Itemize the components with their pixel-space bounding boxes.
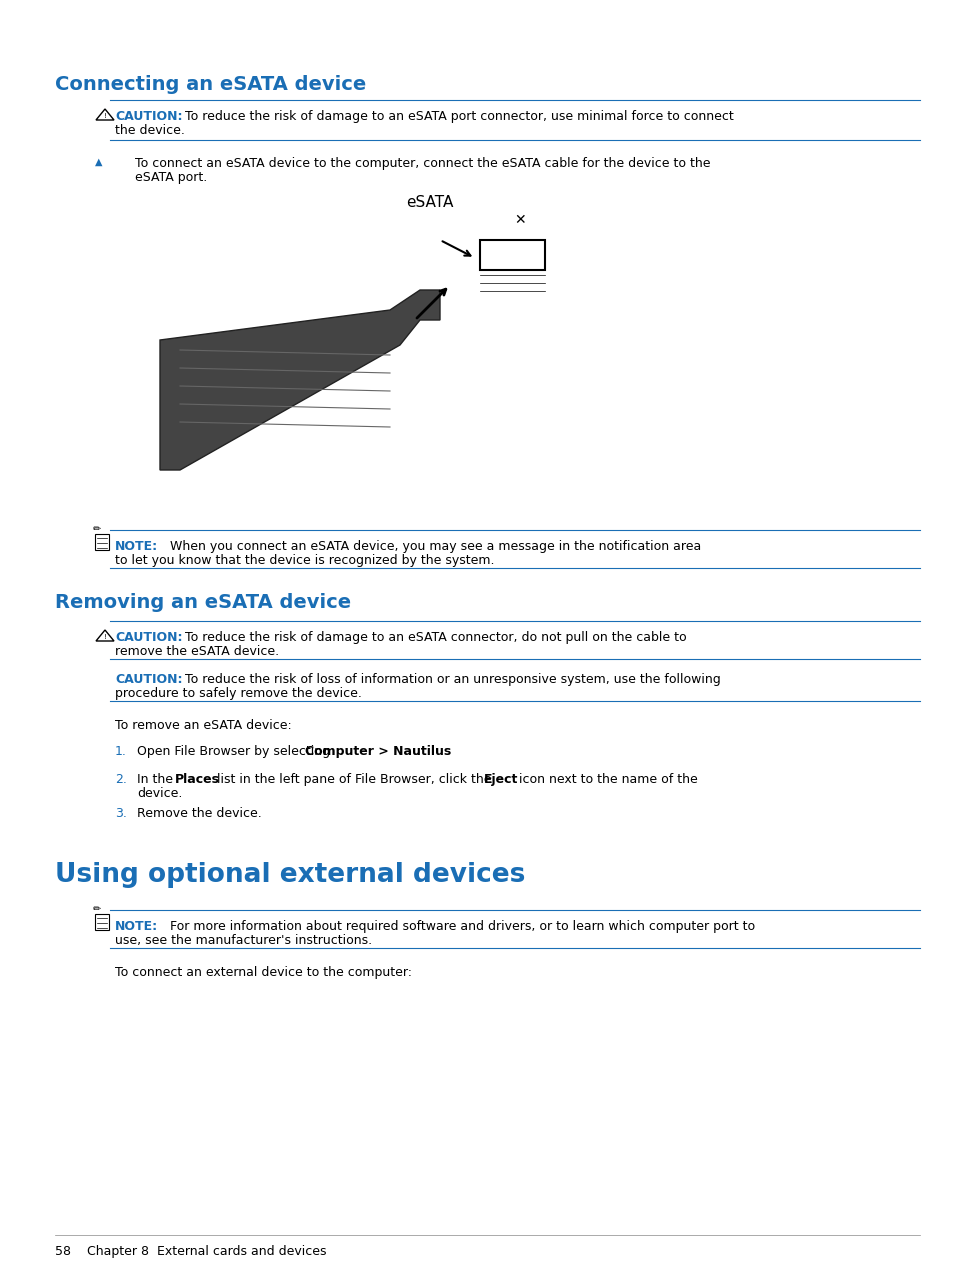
Text: To reduce the risk of damage to an eSATA connector, do not pull on the cable to: To reduce the risk of damage to an eSATA… bbox=[177, 631, 686, 644]
Text: To reduce the risk of loss of information or an unresponsive system, use the fol: To reduce the risk of loss of informatio… bbox=[177, 673, 720, 686]
Text: ✏: ✏ bbox=[92, 904, 101, 914]
Text: remove the eSATA device.: remove the eSATA device. bbox=[115, 645, 279, 658]
Text: to let you know that the device is recognized by the system.: to let you know that the device is recog… bbox=[115, 554, 494, 566]
Text: 2.: 2. bbox=[115, 773, 127, 786]
Text: device.: device. bbox=[137, 787, 182, 800]
Text: use, see the manufacturer's instructions.: use, see the manufacturer's instructions… bbox=[115, 933, 372, 947]
Text: When you connect an eSATA device, you may see a message in the notification area: When you connect an eSATA device, you ma… bbox=[158, 540, 700, 552]
Bar bbox=[95, 914, 109, 930]
Text: 58    Chapter 8  External cards and devices: 58 Chapter 8 External cards and devices bbox=[55, 1245, 326, 1259]
Text: NOTE:: NOTE: bbox=[115, 919, 158, 933]
Text: the device.: the device. bbox=[115, 124, 185, 137]
Text: ✏: ✏ bbox=[92, 525, 101, 533]
Text: To reduce the risk of damage to an eSATA port connector, use minimal force to co: To reduce the risk of damage to an eSATA… bbox=[177, 110, 733, 123]
Text: 1.: 1. bbox=[115, 745, 127, 758]
Text: CAUTION:: CAUTION: bbox=[115, 110, 182, 123]
Text: ✕: ✕ bbox=[514, 213, 525, 227]
Text: For more information about required software and drivers, or to learn which comp: For more information about required soft… bbox=[158, 919, 755, 933]
Text: CAUTION:: CAUTION: bbox=[115, 631, 182, 644]
Text: To connect an external device to the computer:: To connect an external device to the com… bbox=[115, 966, 412, 979]
Text: To connect an eSATA device to the computer, connect the eSATA cable for the devi: To connect an eSATA device to the comput… bbox=[135, 157, 710, 170]
Text: eSATA port.: eSATA port. bbox=[135, 171, 207, 184]
Polygon shape bbox=[160, 290, 439, 470]
Text: list in the left pane of File Browser, click the: list in the left pane of File Browser, c… bbox=[213, 773, 495, 786]
Text: To remove an eSATA device:: To remove an eSATA device: bbox=[115, 719, 292, 732]
Text: procedure to safely remove the device.: procedure to safely remove the device. bbox=[115, 687, 361, 700]
Text: Using optional external devices: Using optional external devices bbox=[55, 862, 525, 888]
Text: Computer > Nautilus: Computer > Nautilus bbox=[305, 745, 451, 758]
Text: .: . bbox=[415, 745, 418, 758]
Text: 3.: 3. bbox=[115, 806, 127, 820]
Text: icon next to the name of the: icon next to the name of the bbox=[515, 773, 697, 786]
Text: CAUTION:: CAUTION: bbox=[115, 673, 182, 686]
Text: !: ! bbox=[104, 634, 107, 640]
Text: !: ! bbox=[104, 113, 107, 119]
Text: Removing an eSATA device: Removing an eSATA device bbox=[55, 593, 351, 612]
Text: ▲: ▲ bbox=[95, 157, 102, 166]
Text: Open File Browser by selecting: Open File Browser by selecting bbox=[137, 745, 334, 758]
Text: Places: Places bbox=[174, 773, 220, 786]
Text: Connecting an eSATA device: Connecting an eSATA device bbox=[55, 75, 366, 94]
Bar bbox=[479, 240, 544, 271]
Text: In the: In the bbox=[137, 773, 177, 786]
Text: Remove the device.: Remove the device. bbox=[137, 806, 261, 820]
Text: NOTE:: NOTE: bbox=[115, 540, 158, 552]
Text: Eject: Eject bbox=[483, 773, 517, 786]
Bar bbox=[95, 533, 109, 550]
Text: eSATA: eSATA bbox=[406, 196, 454, 210]
